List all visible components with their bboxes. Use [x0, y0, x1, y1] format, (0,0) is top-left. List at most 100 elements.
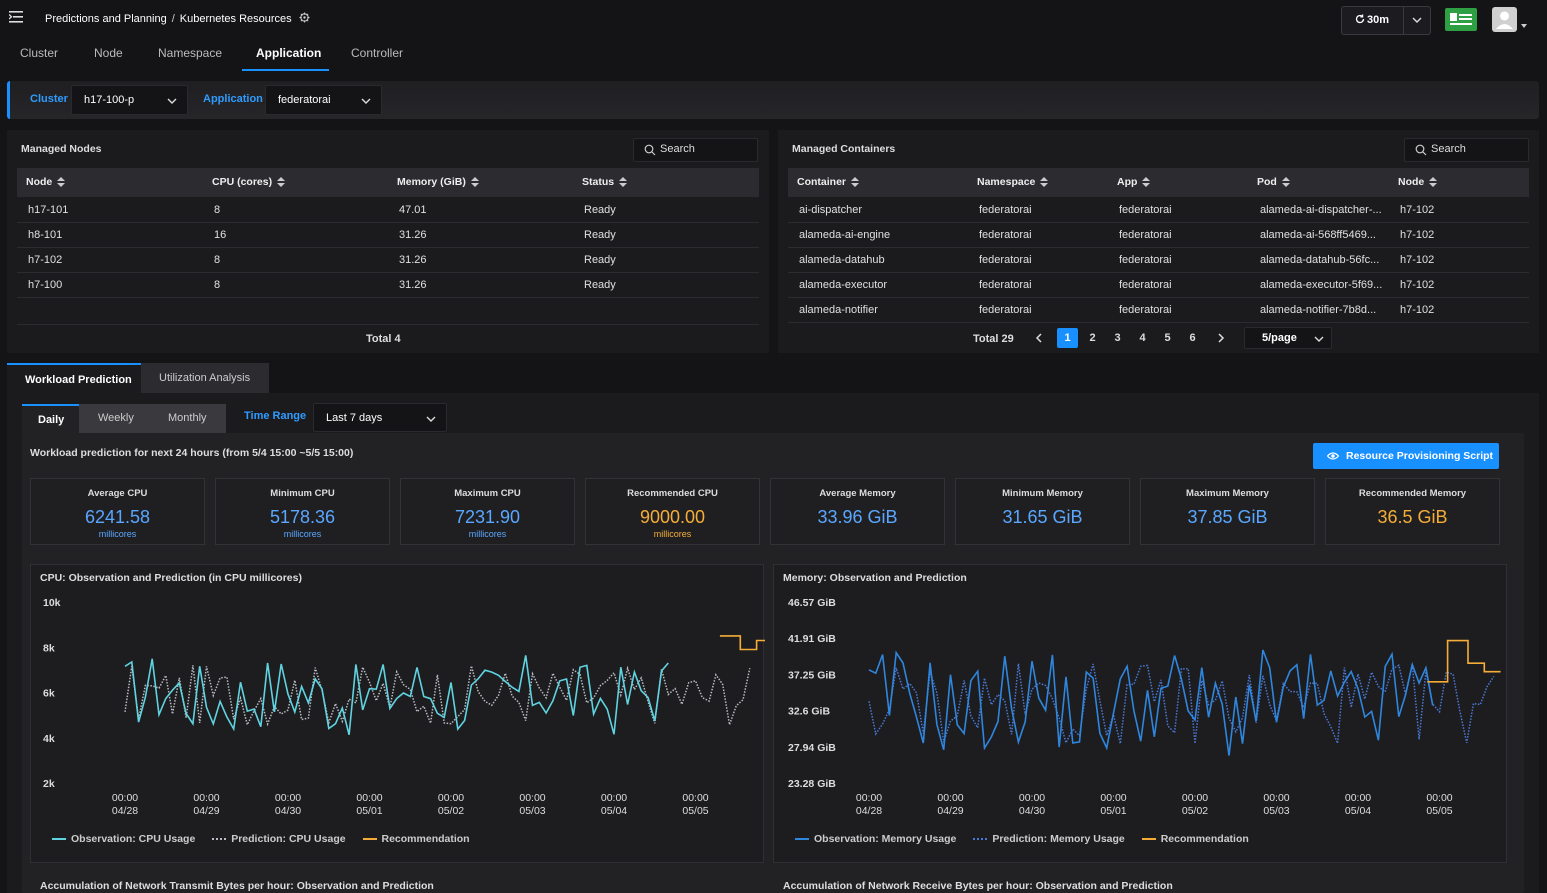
- y-tick-label: 4k: [43, 733, 55, 745]
- table-cell: alameda-datahub: [799, 254, 885, 266]
- table-cell: 47.01: [399, 204, 427, 216]
- y-tick-label: 37.25 GiB: [788, 669, 836, 681]
- menu-icon[interactable]: [9, 11, 23, 23]
- stat-card: Average Memory 33.96 GiB: [770, 478, 945, 545]
- nodes-search-input[interactable]: [633, 138, 758, 162]
- tab-cluster[interactable]: Cluster: [20, 46, 59, 60]
- tab-namespace[interactable]: Namespace: [158, 46, 223, 60]
- stat-unit: millicores: [653, 529, 692, 539]
- table-cell: alameda-executor: [799, 279, 888, 291]
- period-tab-weekly[interactable]: Weekly: [98, 412, 134, 424]
- column-header-cpu[interactable]: CPU (cores): [212, 176, 286, 188]
- table-cell: federatorai: [979, 204, 1032, 216]
- chevron-down-icon: [426, 416, 436, 422]
- legend-item[interactable]: Observation: Memory Usage: [795, 833, 956, 845]
- user-avatar-icon[interactable]: [1492, 7, 1517, 32]
- period-tab-monthly[interactable]: Monthly: [168, 412, 207, 424]
- page-size-select[interactable]: 5/page: [1244, 327, 1332, 349]
- containers-search-field[interactable]: [1431, 143, 1521, 155]
- stat-value: 33.96 GiB: [817, 507, 898, 527]
- legend-item[interactable]: Observation: CPU Usage: [52, 833, 195, 845]
- chart-legend: Observation: CPU Usage Prediction: CPU U…: [52, 833, 484, 845]
- x-tick-label: 05/05: [682, 805, 708, 817]
- memory-chart: Memory: Observation and Prediction 46.57…: [773, 564, 1507, 863]
- table-row[interactable]: ai-dispatcher federatorai federatorai alame…: [788, 198, 1529, 223]
- breadcrumb-item[interactable]: Predictions and Planning: [45, 13, 167, 25]
- column-header-node[interactable]: Node: [26, 176, 66, 188]
- network-transmit-chart-title: Accumulation of Network Transmit Bytes p…: [40, 880, 434, 892]
- legend-item[interactable]: Recommendation: [1141, 833, 1249, 845]
- sort-icon: [1142, 176, 1151, 188]
- page-button[interactable]: 1: [1057, 328, 1078, 348]
- cluster-select[interactable]: h17-100-p: [71, 85, 188, 115]
- x-tick-label: 00:00: [1100, 792, 1126, 804]
- tab-application[interactable]: Application: [256, 46, 322, 60]
- table-row[interactable]: alameda-datahub federatorai federatorai ala…: [788, 248, 1529, 273]
- nodes-search-field[interactable]: [660, 143, 750, 155]
- resource-provisioning-script-button[interactable]: Resource Provisioning Script: [1313, 443, 1499, 469]
- column-header-app[interactable]: App: [1117, 176, 1151, 188]
- column-header-node[interactable]: Node: [1398, 176, 1438, 188]
- chevron-right-icon[interactable]: [1216, 333, 1226, 343]
- stat-value: 6241.58: [84, 507, 151, 527]
- search-icon: [1415, 144, 1427, 156]
- containers-search-input[interactable]: [1404, 138, 1529, 162]
- y-tick-label: 46.57 GiB: [788, 597, 836, 609]
- table-cell: 8: [214, 204, 221, 216]
- table-row[interactable]: h17-101 8 47.01 Ready: [17, 198, 759, 223]
- tab-node[interactable]: Node: [94, 46, 123, 60]
- time-range-select[interactable]: Last 7 days: [313, 403, 447, 432]
- time-range-value: Last 7 days: [326, 412, 383, 424]
- stat-card: Recommended CPU 9000.00 millicores: [585, 478, 760, 545]
- network-receive-chart-title: Accumulation of Network Receive Bytes pe…: [783, 880, 1173, 892]
- column-header-namespace[interactable]: Namespace: [977, 176, 1049, 188]
- avatar-caret-icon[interactable]: [1521, 24, 1527, 28]
- stat-card: Minimum CPU 5178.36 millicores: [215, 478, 390, 545]
- column-header-pod[interactable]: Pod: [1257, 176, 1290, 188]
- legend-item[interactable]: Prediction: Memory Usage: [973, 833, 1125, 845]
- table-row[interactable]: alameda-ai-engine federatorai federatorai a…: [788, 223, 1529, 248]
- x-tick-label: 04/29: [193, 805, 219, 817]
- tab-controller[interactable]: Controller: [351, 46, 404, 60]
- table-row[interactable]: alameda-executor federatorai federatorai al…: [788, 273, 1529, 298]
- page-button[interactable]: 6: [1189, 332, 1196, 344]
- id-card-icon[interactable]: [1445, 8, 1477, 31]
- page-button[interactable]: 2: [1089, 332, 1096, 344]
- legend-item[interactable]: Prediction: CPU Usage: [212, 833, 346, 845]
- stat-card: Maximum CPU 7231.90 millicores: [400, 478, 575, 545]
- table-cell: federatorai: [979, 229, 1032, 241]
- x-tick-label: 00:00: [937, 792, 963, 804]
- tab-workload-prediction[interactable]: Workload Prediction: [7, 363, 141, 393]
- column-header-container[interactable]: Container: [797, 176, 860, 188]
- containers-table-header: Container Namespace App Pod Node: [788, 168, 1529, 197]
- table-row[interactable]: h7-100 8 31.26 Ready: [17, 273, 759, 298]
- table-row[interactable]: h8-101 16 31.26 Ready: [17, 223, 759, 248]
- table-row[interactable]: h7-102 8 31.26 Ready: [17, 248, 759, 273]
- column-header-memory[interactable]: Memory (GiB): [397, 176, 479, 188]
- refresh-interval-dropdown[interactable]: 30m: [1341, 6, 1431, 35]
- table-cell: alameda-ai-engine: [799, 229, 891, 241]
- tab-utilization-analysis[interactable]: Utilization Analysis: [141, 363, 269, 393]
- application-select[interactable]: federatorai: [265, 85, 382, 115]
- x-tick-label: 00:00: [1182, 792, 1208, 804]
- managed-nodes-panel: [7, 130, 769, 353]
- page-button[interactable]: 3: [1114, 332, 1121, 344]
- refresh-label: 30m: [1355, 14, 1389, 26]
- x-tick-label: 05/01: [1100, 805, 1126, 817]
- active-tab-indicator: [242, 69, 329, 71]
- table-cell: 16: [214, 229, 227, 241]
- page-button[interactable]: 4: [1139, 332, 1146, 344]
- stat-title: Maximum Memory: [1186, 488, 1269, 499]
- page-button[interactable]: 5: [1164, 332, 1171, 344]
- column-header-status[interactable]: Status: [582, 176, 628, 188]
- table-row[interactable]: alameda-notifier federatorai federatorai al…: [788, 298, 1529, 323]
- x-tick-label: 00:00: [856, 792, 882, 804]
- legend-item[interactable]: Recommendation: [362, 833, 470, 845]
- chevron-left-icon[interactable]: [1034, 333, 1044, 343]
- x-tick-label: 00:00: [275, 792, 301, 804]
- table-cell: h7-102: [1400, 279, 1435, 291]
- period-tabs-inactive: Weekly Monthly: [79, 404, 226, 433]
- period-tab-daily[interactable]: Daily: [22, 404, 79, 433]
- x-tick-label: 00:00: [112, 792, 138, 804]
- stat-card: Average CPU 6241.58 millicores: [30, 478, 205, 545]
